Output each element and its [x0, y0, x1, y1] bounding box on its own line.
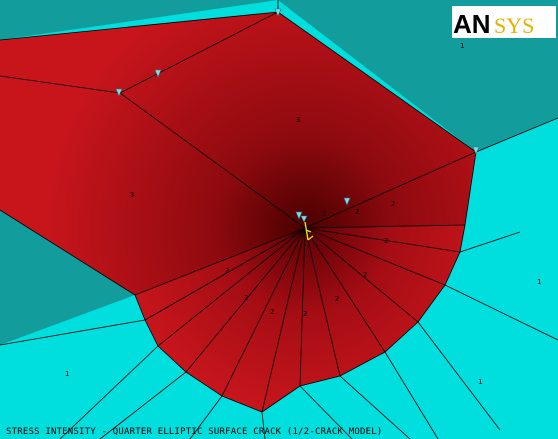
material-label: 1: [537, 278, 541, 286]
material-label: 2: [355, 208, 359, 216]
material-label: 2: [303, 310, 307, 318]
material-label: 2: [363, 271, 367, 279]
region-red-upper: [0, 12, 476, 295]
svg-text:AN: AN: [453, 9, 491, 38]
plot-caption: STRESS INTENSITY - QUARTER ELLIPTIC SURF…: [6, 427, 382, 437]
material-label: 3: [296, 116, 300, 124]
material-label: 1: [460, 42, 464, 50]
material-labels: 1 1 1 1 3 3 2 2 2 2 2 2 2 2 2 2: [65, 42, 541, 386]
material-label: 2: [384, 237, 388, 245]
material-label: 3: [130, 191, 134, 199]
material-label: 1: [65, 370, 69, 378]
material-label: 2: [225, 267, 229, 275]
material-label: 2: [244, 294, 248, 302]
region-teal-left: [0, 210, 135, 345]
material-label: 1: [478, 378, 482, 386]
coordinate-triad-icon: [115, 8, 480, 223]
region-teal-upper-right: [278, 0, 558, 152]
material-label: 2: [322, 210, 326, 218]
svg-text:SYS: SYS: [494, 13, 534, 38]
crack-tip-marker-icon: [304, 221, 314, 241]
material-label: 2: [391, 200, 395, 208]
material-label: 2: [270, 308, 274, 316]
ansys-logo: AN SYS: [452, 6, 556, 38]
region-teal-upper-left: [0, 0, 278, 40]
region-red-crack-fan: [135, 225, 465, 412]
material-label: 2: [335, 295, 339, 303]
